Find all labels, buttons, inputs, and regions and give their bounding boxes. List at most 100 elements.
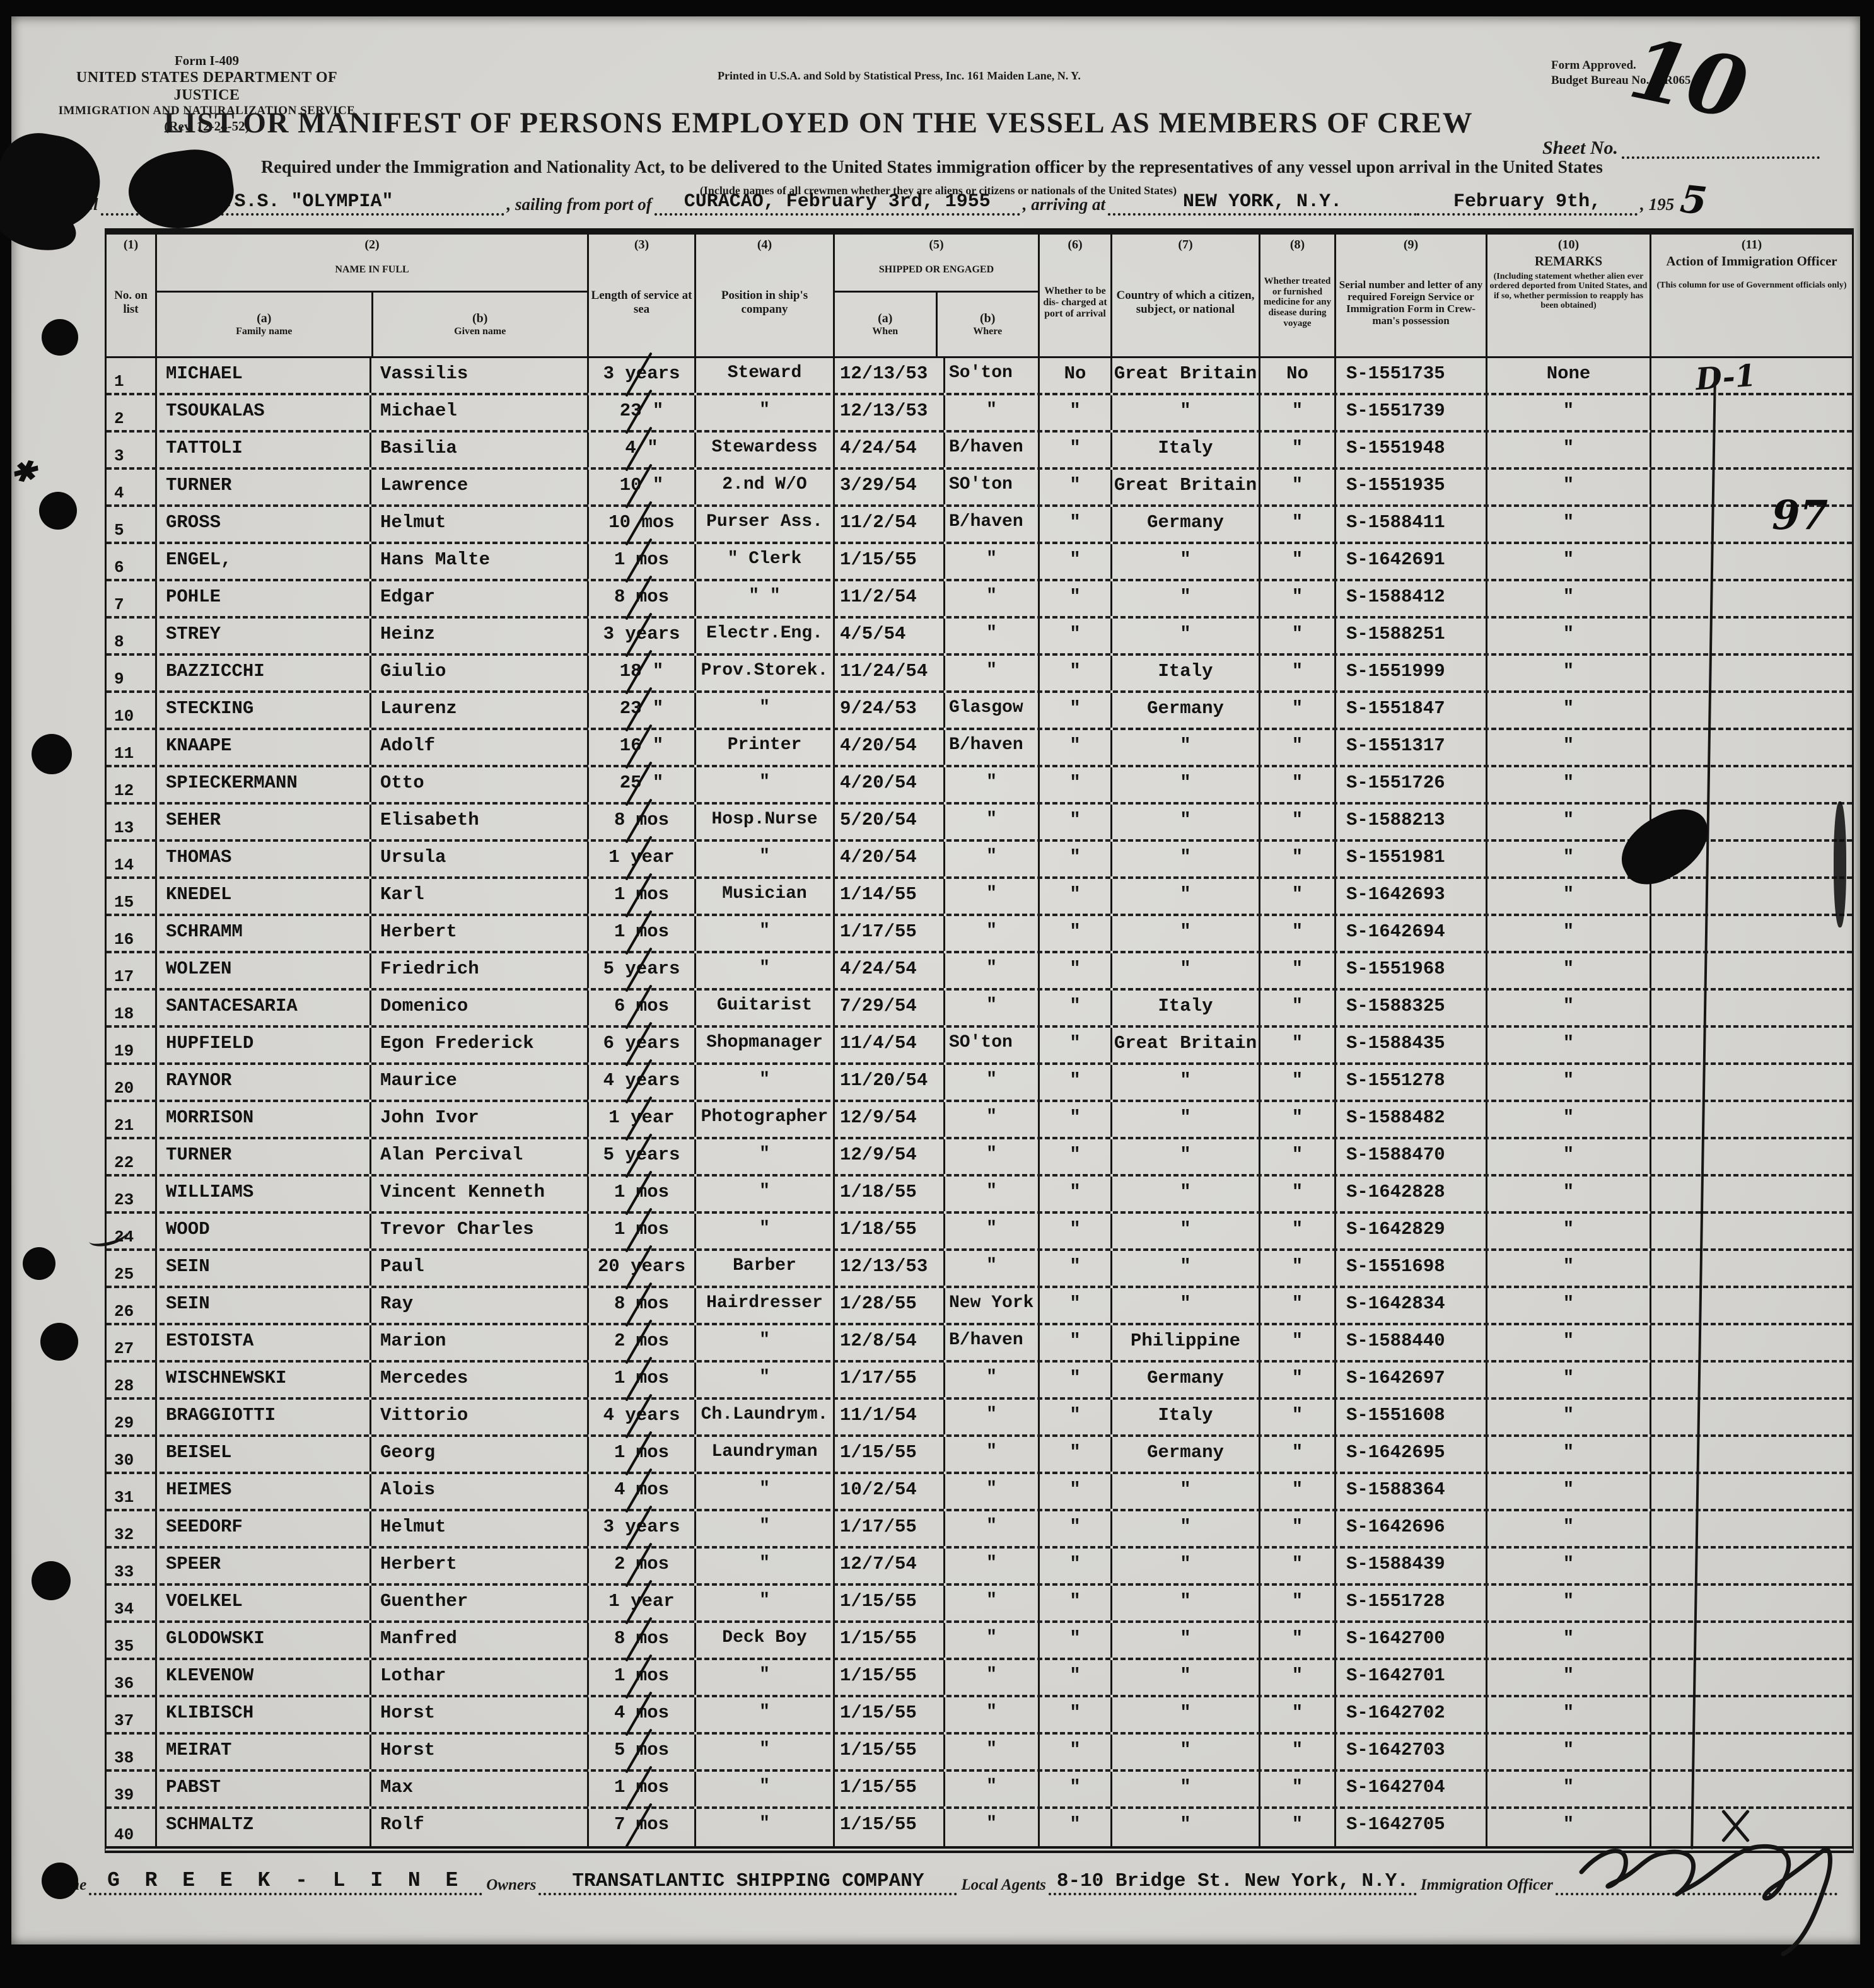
cell-family: VOELKEL — [157, 1586, 371, 1620]
cell-serial: S-1642704 — [1336, 1772, 1487, 1806]
cell-when: 1/17/55 — [835, 1363, 945, 1397]
cell-when: 11/20/54 — [835, 1065, 945, 1100]
pen-slash-mark — [625, 1617, 653, 1662]
cell-family: THOMAS — [157, 842, 371, 876]
cell-length: 1 year — [589, 835, 696, 881]
cell-where: " — [945, 1214, 1040, 1248]
cell-country: " — [1112, 1772, 1260, 1806]
cell-remarks: " — [1487, 1400, 1651, 1434]
cell-when: 1/15/55 — [835, 1437, 945, 1472]
cell-when: 3/29/54 — [835, 470, 945, 504]
cell-position: " — [696, 1586, 835, 1620]
cell-family: WOLZEN — [157, 953, 371, 988]
cell-medicine: " — [1260, 581, 1336, 616]
cell-when: 1/17/55 — [835, 916, 945, 951]
cell-when: 1/15/55 — [835, 1735, 945, 1769]
hole-punch — [42, 1863, 78, 1899]
cell-where: " — [945, 1065, 1040, 1100]
pen-slash-mark — [625, 1356, 653, 1402]
cell-discharged: " — [1040, 1325, 1112, 1360]
cell-position: " — [696, 1363, 835, 1397]
cell-when: 1/15/55 — [835, 544, 945, 579]
cell-discharged: " — [1040, 767, 1112, 802]
cell-family: SCHRAMM — [157, 916, 371, 951]
cell-no: 25 — [107, 1251, 157, 1286]
cell-when: 1/17/55 — [835, 1511, 945, 1546]
cell-medicine: " — [1260, 619, 1336, 653]
cell-position: Musician — [696, 879, 835, 914]
cell-medicine: " — [1260, 693, 1336, 728]
cell-serial: S-1551739 — [1336, 395, 1487, 430]
table-row: 8 STREY Heinz 3 years Electr.Eng. 4/5/54 " " " " S… — [107, 612, 1852, 658]
table-row: 16 SCHRAMM Herbert 1 mos " 1/17/55 " " " " S-16426… — [107, 910, 1852, 955]
cell-length: 5 years — [589, 947, 696, 992]
cell-position: Laundryman — [696, 1437, 835, 1472]
cell-country: Great Britain — [1112, 470, 1260, 504]
cell-country: " — [1112, 1697, 1260, 1732]
cell-length: 3 years — [589, 352, 696, 397]
cell-given: Ursula — [371, 842, 589, 876]
cell-position: " — [696, 395, 835, 430]
cell-remarks: " — [1487, 1102, 1651, 1137]
cell-remarks: " — [1487, 507, 1651, 542]
cell-given: Lothar — [371, 1660, 589, 1695]
cell-serial: S-1642691 — [1336, 544, 1487, 579]
cell-family: HEIMES — [157, 1474, 371, 1509]
pen-slash-mark — [625, 1059, 653, 1104]
cell-given: Max — [371, 1772, 589, 1806]
cell-position: " — [696, 693, 835, 728]
cell-where: " — [945, 953, 1040, 988]
page-title: LIST OR MANIFEST OF PERSONS EMPLOYED ON … — [163, 107, 1474, 139]
cell-length: 25 " — [589, 761, 696, 806]
cell-length: 4 years — [589, 1059, 696, 1104]
margin-star-mark: ✱ — [8, 451, 39, 491]
cell-length: 1 mos — [589, 873, 696, 918]
cell-where: " — [945, 544, 1040, 579]
cell-family: KLIBISCH — [157, 1697, 371, 1732]
table-row: 10 STECKING Laurenz 23 " " 9/24/53 Glasgow " Ger… — [107, 687, 1852, 732]
table-row: 36 KLEVENOW Lothar 1 mos " 1/15/55 " " " " S-16427… — [107, 1654, 1852, 1699]
cell-position: Hairdresser — [696, 1288, 835, 1323]
cell-length: 8 mos — [589, 575, 696, 620]
cell-discharged: " — [1040, 544, 1112, 579]
cell-family: SEEDORF — [157, 1511, 371, 1546]
header-shipped-group: (5) SHIPPED OR ENGAGED (a) When (b) Wher… — [835, 235, 1040, 356]
cell-position: Ch.Laundrym. — [696, 1400, 835, 1434]
cell-length: 1 mos — [589, 1654, 696, 1699]
cell-where: " — [945, 991, 1040, 1025]
cell-length: 1 mos — [589, 1431, 696, 1476]
cell-country: " — [1112, 767, 1260, 802]
cell-discharged: " — [1040, 507, 1112, 542]
cell-discharged: " — [1040, 1214, 1112, 1248]
cell-where: " — [945, 916, 1040, 951]
cell-when: 1/15/55 — [835, 1809, 945, 1846]
cell-position: " — [696, 842, 835, 876]
cell-given: Herbert — [371, 916, 589, 951]
cell-given: Egon Frederick — [371, 1028, 589, 1062]
cell-given: Giulio — [371, 656, 589, 690]
cell-no: 4 — [107, 470, 157, 504]
cell-serial: S-1551698 — [1336, 1251, 1487, 1286]
cell-length: 1 mos — [589, 1765, 696, 1811]
cell-given: Vincent Kenneth — [371, 1177, 589, 1211]
cell-no: 22 — [107, 1139, 157, 1174]
cell-length: 7 mos — [589, 1803, 696, 1848]
cell-discharged: " — [1040, 1251, 1112, 1286]
cell-position: Printer — [696, 730, 835, 765]
cell-length: 20 years — [589, 1245, 696, 1290]
header-family-name: (a) Family name — [157, 293, 373, 356]
pen-slash-mark — [625, 352, 653, 397]
table-row: 5 GROSS Helmut 10 mos Purser Ass. 11/2/54 B/ha… — [107, 501, 1852, 546]
cell-remarks: " — [1487, 1474, 1651, 1509]
cell-family: WILLIAMS — [157, 1177, 371, 1211]
cell-position: " — [696, 1697, 835, 1732]
cell-remarks: " — [1487, 1660, 1651, 1695]
cell-country: " — [1112, 1214, 1260, 1248]
cell-medicine: " — [1260, 1177, 1336, 1211]
cell-serial: S-1551847 — [1336, 693, 1487, 728]
cell-length: 6 years — [589, 1021, 696, 1067]
cell-where: B/haven — [945, 507, 1040, 542]
cell-length: 23 " — [589, 389, 696, 434]
table-row: 9 BAZZICCHI Giulio 18 " Prov.Storek. 11/24/54… — [107, 649, 1852, 695]
cell-no: 1 — [107, 358, 157, 393]
